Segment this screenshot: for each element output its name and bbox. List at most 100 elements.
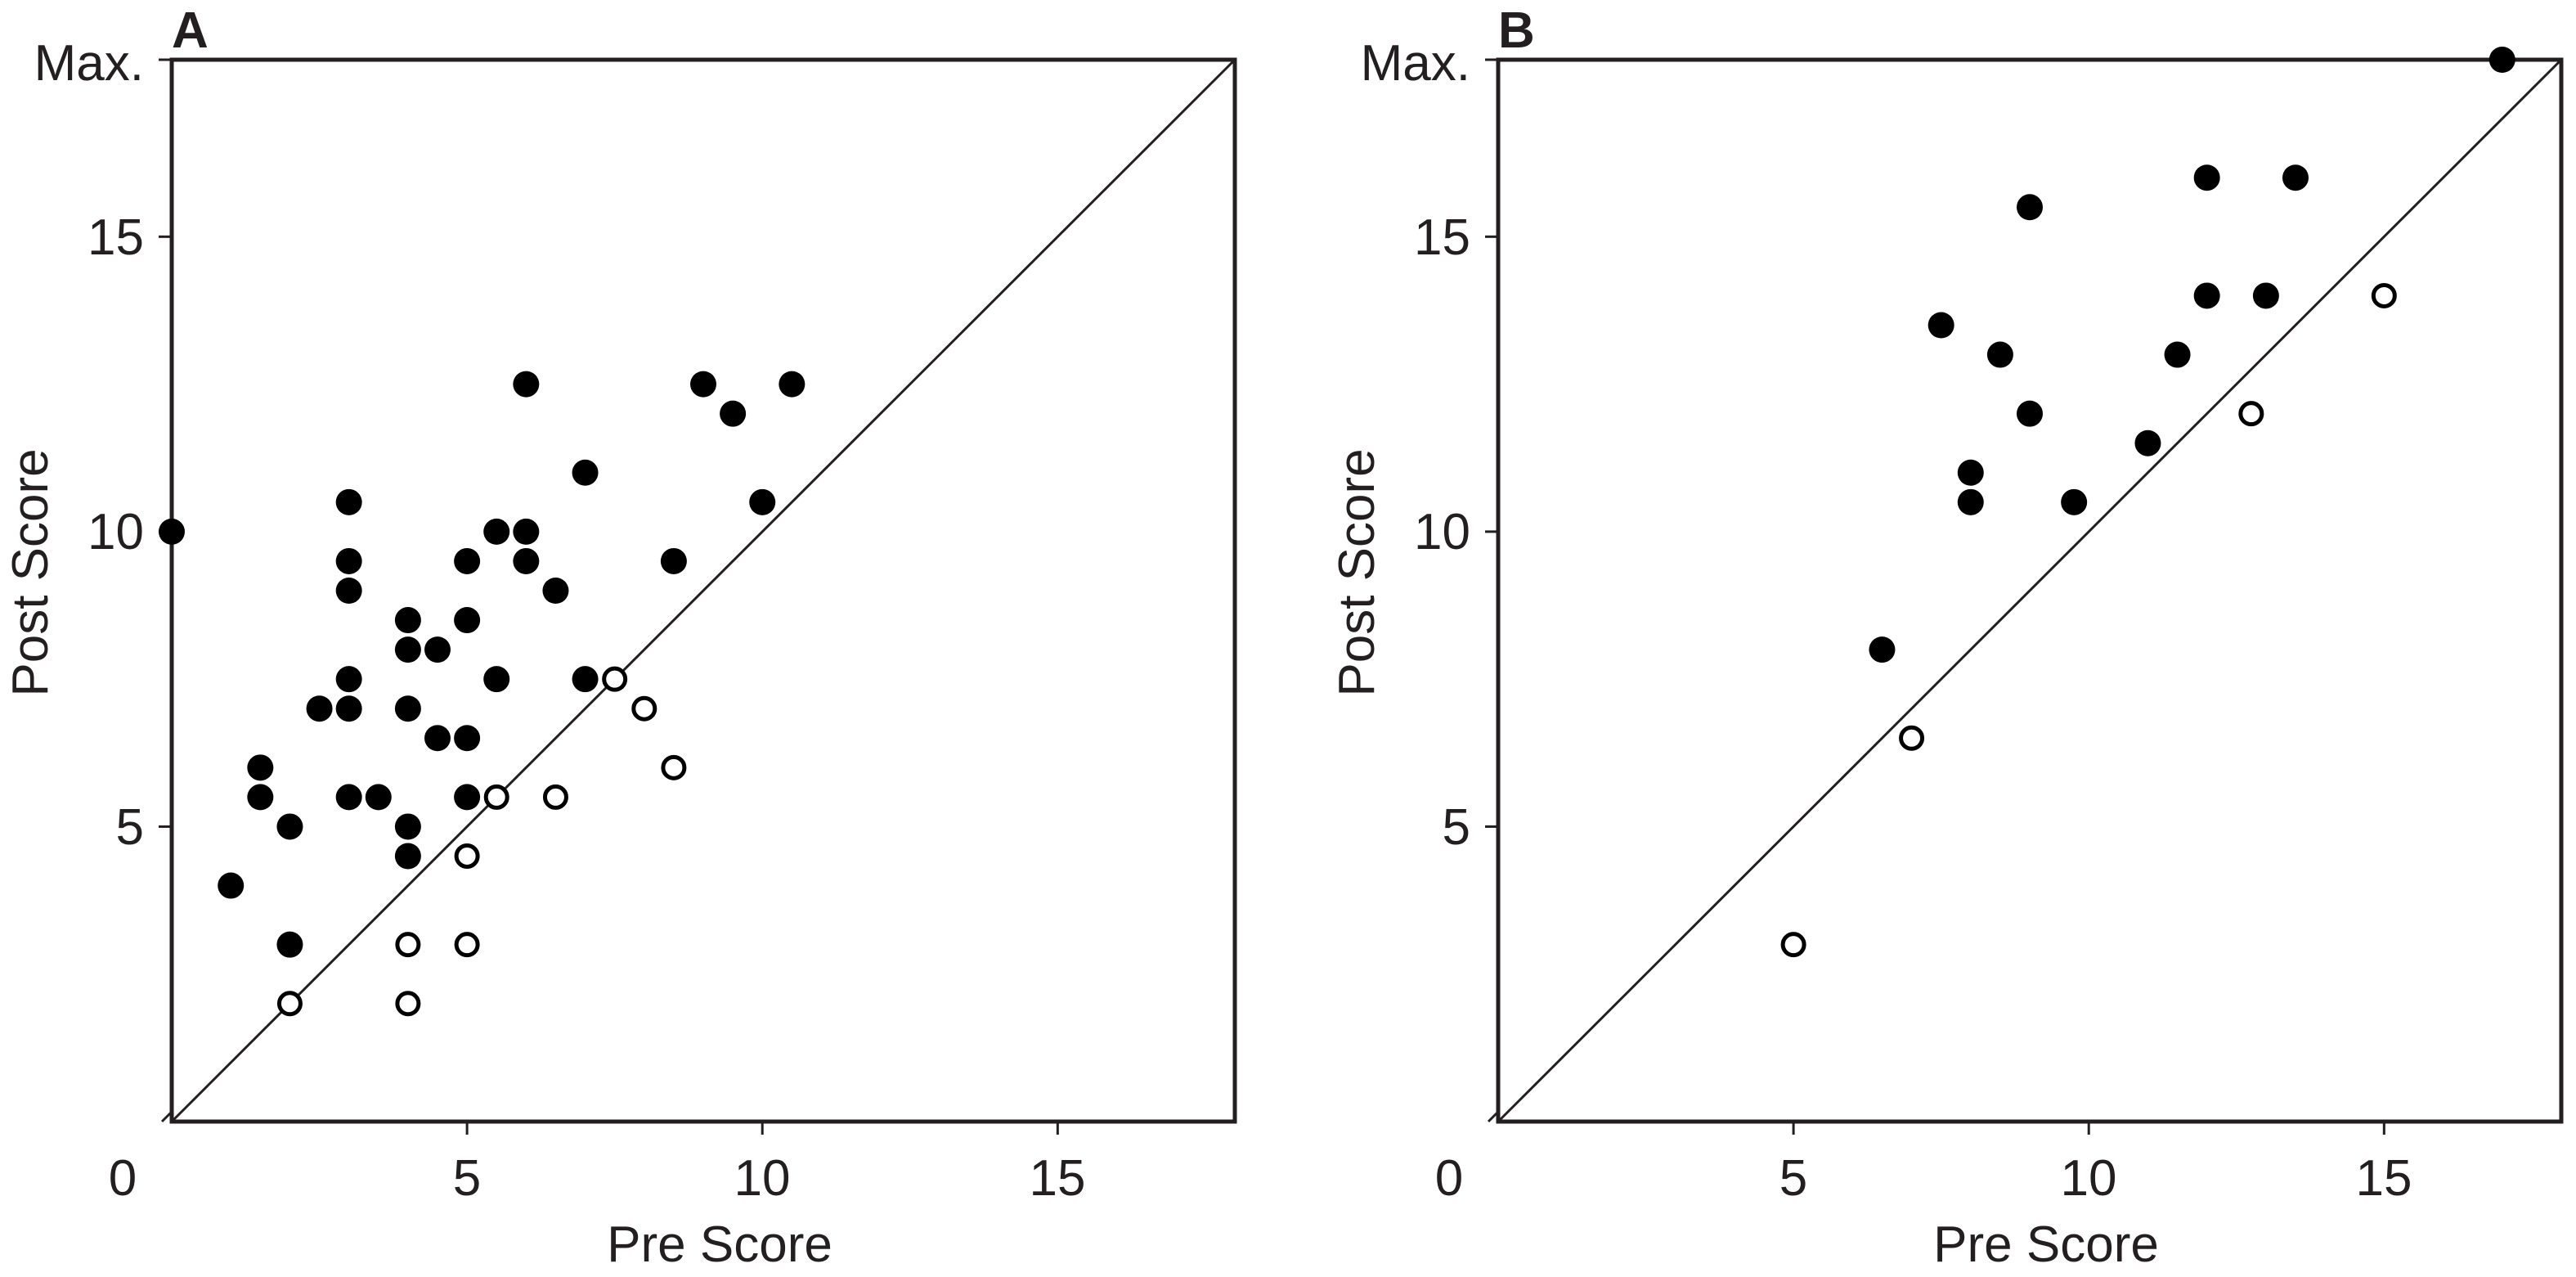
panel-b-identity-line	[1497, 58, 2563, 1123]
panel-a-x-axis-label: Pre Score	[607, 1216, 832, 1273]
filled-data-point	[1928, 312, 1954, 339]
filled-data-point	[1986, 341, 2013, 368]
filled-data-point	[394, 695, 421, 722]
filled-data-point	[2193, 164, 2220, 191]
filled-data-point	[572, 459, 599, 486]
filled-data-point	[335, 695, 362, 722]
panel-a: A 0 5 10 15 5 10 15 Max. Pre Score Post …	[2, 2, 1237, 1273]
panel-b-y-tick-label: 10	[1414, 504, 1470, 560]
panel-a-y-tick-label: 5	[116, 799, 144, 856]
filled-data-point	[424, 725, 451, 752]
filled-data-point	[2282, 164, 2309, 191]
open-data-point	[276, 991, 303, 1017]
panel-a-y-axis-label: Post Score	[2, 448, 59, 696]
panel-b-x-tick-label: 0	[1435, 1150, 1463, 1207]
filled-data-point	[159, 518, 185, 545]
open-data-point	[454, 843, 480, 869]
filled-data-point	[483, 518, 510, 545]
open-data-point	[542, 784, 568, 810]
filled-data-point	[276, 813, 303, 840]
filled-data-point	[394, 813, 421, 840]
panel-b-letter: B	[1498, 2, 1535, 59]
filled-data-point	[483, 666, 510, 693]
panel-a-identity-line	[170, 58, 1236, 1123]
panel-a-y-tick-label: 10	[88, 504, 144, 560]
panel-b-y-tick-label: Max.	[1361, 35, 1470, 92]
filled-data-point	[2134, 429, 2161, 456]
filled-data-point	[454, 607, 481, 634]
filled-data-point	[513, 518, 540, 545]
open-data-point	[1899, 725, 1925, 751]
panel-b-x-tick-label: 15	[2356, 1150, 2412, 1207]
open-data-point	[631, 695, 657, 722]
filled-data-point	[394, 607, 421, 634]
filled-data-point	[2488, 47, 2515, 73]
panel-b-x-tick-label: 5	[1779, 1150, 1807, 1207]
filled-data-point	[2017, 400, 2043, 427]
panel-b-x-axis-label: Pre Score	[1933, 1216, 2159, 1273]
panel-b: B 0 5 10 15 5 10 15 Max. Pre Score Post …	[1329, 2, 2564, 1273]
filled-data-point	[2193, 282, 2220, 309]
panel-b-y-tick-label: 5	[1443, 799, 1470, 856]
panel-a-x-tick-label: 15	[1030, 1150, 1086, 1207]
open-data-point	[661, 754, 687, 780]
filled-data-point	[1957, 459, 1984, 486]
filled-data-point	[247, 784, 274, 811]
panel-a-letter: A	[172, 2, 209, 59]
filled-data-point	[335, 666, 362, 693]
open-data-point	[454, 932, 480, 958]
filled-data-point	[424, 636, 451, 663]
filled-data-point	[542, 578, 569, 604]
filled-data-point	[335, 578, 362, 604]
filled-data-point	[660, 547, 687, 574]
panel-a-x-tick-label: 5	[453, 1150, 481, 1207]
panel-a-y-tick-label: Max.	[34, 35, 144, 92]
filled-data-point	[1957, 488, 1984, 515]
filled-data-point	[1869, 636, 1896, 663]
filled-data-point	[247, 754, 274, 781]
filled-data-point	[218, 872, 245, 899]
panel-a-ticks	[159, 58, 1059, 1135]
filled-data-point	[306, 695, 333, 722]
filled-data-point	[454, 784, 481, 811]
panel-b-plot-frame	[1496, 57, 2564, 1124]
panel-a-x-tick-label: 10	[734, 1150, 791, 1207]
filled-data-point	[779, 371, 806, 398]
panel-b-y-tick-label: 15	[1414, 209, 1470, 266]
panel-b-ticks	[1485, 58, 2385, 1135]
panel-b-x-tick-label: 10	[2061, 1150, 2117, 1207]
panel-b-points	[1780, 47, 2515, 958]
filled-data-point	[2164, 341, 2191, 368]
panel-a-x-tick-label: 0	[109, 1150, 137, 1207]
filled-data-point	[513, 371, 540, 398]
panel-b-y-axis-label: Post Score	[1329, 448, 1385, 696]
filled-data-point	[276, 931, 303, 958]
filled-data-point	[335, 488, 362, 515]
panel-a-y-tick-label: 15	[88, 209, 144, 266]
filled-data-point	[2017, 194, 2043, 221]
open-data-point	[1780, 932, 1806, 958]
filled-data-point	[749, 488, 776, 515]
filled-data-point	[513, 547, 540, 574]
open-data-point	[395, 932, 421, 958]
open-data-point	[2371, 282, 2397, 308]
filled-data-point	[690, 371, 716, 398]
filled-data-point	[454, 725, 481, 752]
filled-data-point	[394, 636, 421, 663]
filled-data-point	[335, 784, 362, 811]
panel-a-points	[159, 371, 806, 1017]
open-data-point	[483, 784, 509, 810]
filled-data-point	[335, 547, 362, 574]
filled-data-point	[572, 666, 599, 693]
open-data-point	[2238, 401, 2264, 427]
open-data-point	[602, 666, 628, 692]
panel-a-plot-frame	[169, 57, 1237, 1124]
open-data-point	[395, 991, 421, 1017]
filled-data-point	[2252, 282, 2279, 309]
filled-data-point	[394, 843, 421, 870]
filled-data-point	[2061, 488, 2088, 515]
filled-data-point	[454, 547, 481, 574]
filled-data-point	[720, 400, 747, 427]
filled-data-point	[365, 784, 392, 811]
